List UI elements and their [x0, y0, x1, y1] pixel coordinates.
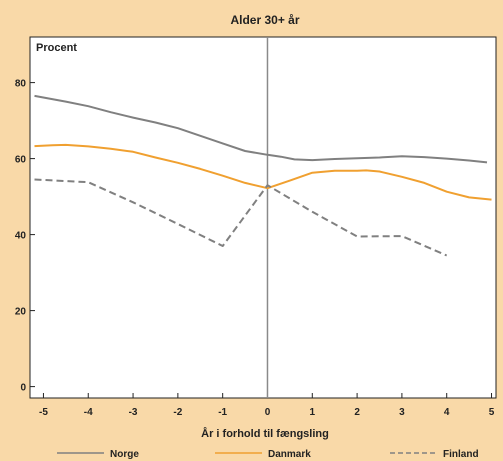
- y-axis-label: Procent: [36, 42, 77, 54]
- x-tick-label: 1: [310, 407, 316, 418]
- plot-area: [29, 36, 497, 399]
- legend: Norge Danmark Finland: [57, 449, 479, 460]
- legend-label-danmark: Danmark: [268, 449, 311, 460]
- y-tick-label: 0: [20, 383, 26, 394]
- legend-label-finland: Finland: [443, 449, 479, 460]
- x-tick-label: -3: [129, 407, 138, 418]
- x-axis-label: År i forhold til fængsling: [201, 427, 329, 440]
- x-tick-label: -2: [173, 407, 182, 418]
- x-tick-label: -1: [218, 407, 227, 418]
- series-line-danmark: [34, 143, 492, 201]
- x-tick-label: -4: [84, 407, 93, 418]
- chart-title: Alder 30+ år: [230, 13, 299, 27]
- x-tick-label: 3: [399, 407, 405, 418]
- x-tick-label: 4: [444, 407, 450, 418]
- y-tick-label: 60: [15, 155, 27, 166]
- series-layer: [34, 94, 492, 257]
- y-tick-label: 20: [15, 307, 27, 318]
- x-tick-label: -5: [39, 407, 48, 418]
- y-axis: 0 20 40 60 80: [15, 79, 35, 394]
- x-tick-label: 5: [489, 407, 495, 418]
- x-tick-label: 0: [265, 407, 271, 418]
- x-tick-label: 2: [354, 407, 360, 418]
- legend-label-norge: Norge: [110, 449, 139, 460]
- series-line-finland: [34, 178, 448, 257]
- y-tick-label: 40: [15, 231, 27, 242]
- series-line-norge: [34, 94, 488, 164]
- y-tick-label: 80: [15, 79, 27, 90]
